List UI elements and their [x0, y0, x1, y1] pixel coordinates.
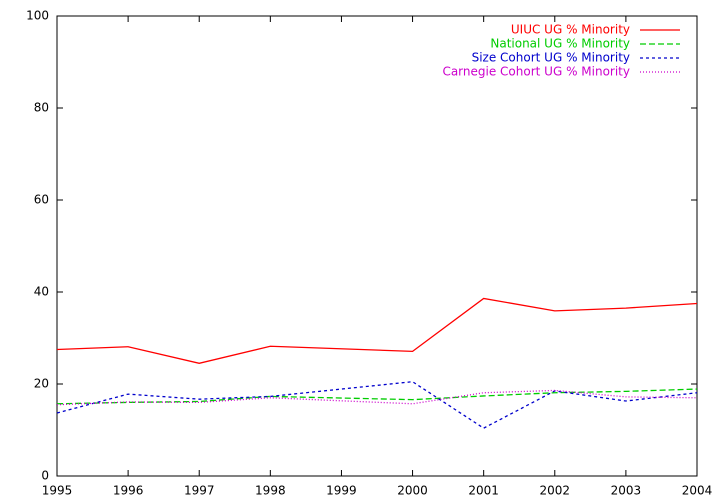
y-tick-label: 80 — [34, 101, 49, 115]
legend-label: Carnegie Cohort UG % Minority — [442, 65, 630, 79]
y-tick-label: 100 — [26, 9, 49, 23]
x-tick-label: 1996 — [113, 484, 144, 498]
x-tick-label: 1998 — [255, 484, 286, 498]
legend-label: Size Cohort UG % Minority — [472, 51, 630, 65]
series-line — [56, 389, 698, 406]
x-tick-label: 2000 — [397, 484, 428, 498]
x-tick-label: 2002 — [540, 484, 571, 498]
x-tick-label: 2001 — [468, 484, 499, 498]
x-tick-label: 1995 — [42, 484, 73, 498]
y-tick-label: 20 — [34, 377, 49, 391]
plot-frame — [56, 15, 698, 477]
series-line — [56, 297, 698, 364]
x-tick-label: 1997 — [184, 484, 215, 498]
series-line — [56, 388, 698, 405]
y-tick-label: 60 — [34, 193, 49, 207]
legend-label: National UG % Minority — [490, 37, 630, 51]
y-tick-label: 0 — [41, 469, 49, 483]
legend-label: UIUC UG % Minority — [511, 23, 630, 37]
x-tick-label: 1999 — [326, 484, 357, 498]
x-tick-label: 2003 — [611, 484, 642, 498]
y-tick-label: 40 — [34, 285, 49, 299]
x-tick-label: 2004 — [682, 484, 713, 498]
series-line — [56, 381, 698, 429]
